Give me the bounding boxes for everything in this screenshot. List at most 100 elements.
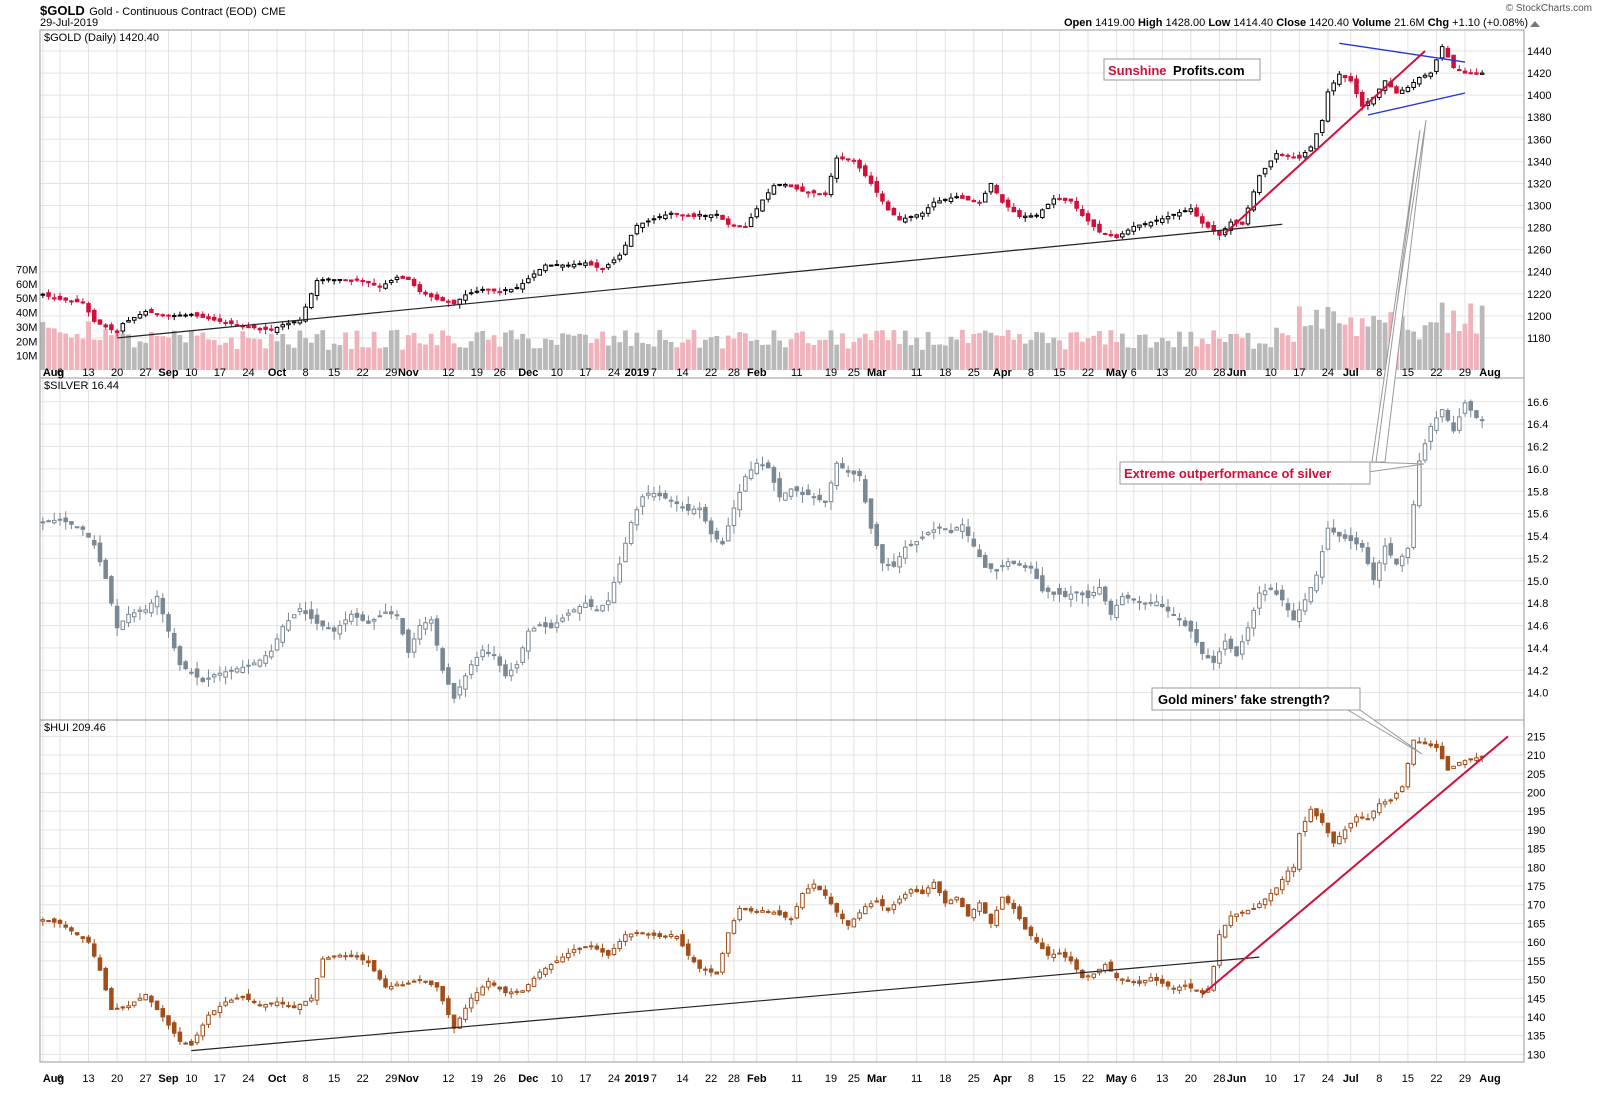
hui-candle-body xyxy=(1182,984,1188,987)
volume-bar xyxy=(777,340,783,370)
volume-bar xyxy=(1228,334,1234,370)
hui-candle-body xyxy=(520,990,525,993)
silver-candle-body xyxy=(1068,593,1074,600)
volume-bar xyxy=(1097,331,1102,370)
volume-bar xyxy=(497,346,503,370)
volume-bar xyxy=(1234,333,1239,370)
volume-bar xyxy=(1376,319,1382,370)
volume-bar xyxy=(308,342,314,370)
y-tick-label: 195 xyxy=(1527,806,1545,818)
silver-candle-body xyxy=(309,609,314,619)
silver-candle-body xyxy=(1308,586,1314,603)
hui-candle-body xyxy=(891,904,897,910)
gold-candle-body xyxy=(594,262,600,268)
hui-candle-body xyxy=(451,1014,457,1029)
gold-candle-body xyxy=(497,291,503,294)
x-tick-label: 22 xyxy=(1430,1073,1442,1085)
x-tick-label: 17 xyxy=(214,1073,226,1085)
silver-candle-body xyxy=(1217,651,1222,664)
volume-bar xyxy=(97,339,103,370)
volume-bar xyxy=(468,341,474,370)
volume-bar xyxy=(634,332,640,370)
gold-candle-body xyxy=(794,184,800,190)
gold-candle-body xyxy=(977,201,982,204)
gold-candle-body xyxy=(600,267,605,271)
x-tick-label: 22 xyxy=(705,1073,717,1085)
hui-candle-body xyxy=(428,980,434,986)
gold-candle-body xyxy=(103,324,108,328)
volume-bar xyxy=(194,335,200,370)
volume-bar xyxy=(908,345,914,370)
hui-candle-body xyxy=(863,906,868,915)
volume-bar xyxy=(1165,340,1171,370)
silver-candle-body xyxy=(566,612,571,616)
volume-bar xyxy=(640,342,645,370)
x-tick-label: 10 xyxy=(1265,367,1277,379)
x-tick-label: 22 xyxy=(1082,367,1094,379)
silver-candle-body xyxy=(411,638,417,653)
silver-candle-body xyxy=(1365,547,1371,564)
silver-candle-body xyxy=(988,563,994,569)
gold-candle-body xyxy=(514,287,520,290)
hui-candle-body xyxy=(474,992,480,1001)
silver-candle-body xyxy=(765,462,771,469)
volume-bar xyxy=(1028,339,1034,370)
gold-candle-body xyxy=(1125,229,1131,235)
gold-candle-body xyxy=(1337,73,1342,85)
volume-bar xyxy=(737,332,743,370)
silver-candle-body xyxy=(583,602,588,608)
hui-candle-body xyxy=(1062,951,1068,958)
hui-candle-body xyxy=(697,959,702,969)
gold-candle-body xyxy=(246,326,251,329)
chart-date: 29-Jul-2019 xyxy=(40,17,99,29)
silver-candle-body xyxy=(1251,609,1256,629)
hui-candle-body xyxy=(680,934,685,947)
silver-candle-body xyxy=(1297,609,1302,623)
gold-candle-body xyxy=(703,214,708,218)
gold-candle-body xyxy=(57,295,63,300)
gold-candle-body xyxy=(834,157,840,179)
gold-candle-body xyxy=(623,244,628,255)
hui-candle-body xyxy=(1411,739,1416,765)
y-tick-label: 1280 xyxy=(1527,223,1551,235)
volume-bar xyxy=(1348,317,1354,370)
silver-candle-body xyxy=(1445,409,1451,421)
silver-candle-body xyxy=(1028,565,1034,569)
silver-candle-body xyxy=(206,677,211,680)
y-tick-label: 1200 xyxy=(1527,311,1551,323)
volume-bar xyxy=(1102,344,1108,370)
silver-candle-body xyxy=(1291,610,1296,621)
hui-candle-body xyxy=(1354,816,1359,823)
gold-candle-body xyxy=(388,280,394,283)
hui-candle-body xyxy=(137,997,143,1001)
silver-candle-body xyxy=(423,622,428,630)
silver-candle-body xyxy=(668,499,674,502)
x-tick-label: 22 xyxy=(1082,1073,1094,1085)
silver-candle-body xyxy=(246,664,251,667)
silver-callout-text: Extreme outperformance of silver xyxy=(1124,466,1331,481)
silver-candle-body xyxy=(674,501,680,505)
gold-candle-body xyxy=(1097,223,1102,233)
hui-candle-body xyxy=(1234,913,1239,918)
hui-candle-body xyxy=(309,997,314,1002)
volume-bar xyxy=(1188,331,1194,370)
exchange: CME xyxy=(261,6,286,18)
volume-bar xyxy=(1405,329,1411,370)
silver-candle-body xyxy=(303,610,308,615)
hui-candle-body xyxy=(1325,822,1331,834)
silver-candle-body xyxy=(651,493,657,498)
silver-candle-body xyxy=(948,529,954,533)
hui-candle-body xyxy=(771,911,777,915)
silver-candle-body xyxy=(834,462,840,486)
x-tick-label: 14 xyxy=(676,1073,688,1085)
volume-bar xyxy=(1199,338,1205,370)
gold-candle-body xyxy=(1165,216,1171,220)
gold-candle-body xyxy=(1022,215,1028,218)
hui-candle-body xyxy=(1274,887,1279,895)
hui-candle-body xyxy=(1217,934,1222,966)
volume-bar xyxy=(360,347,366,370)
y-tick-label: 1340 xyxy=(1527,156,1551,168)
hui-candle-body xyxy=(1262,898,1268,906)
volume-bar xyxy=(1114,341,1120,370)
hui-candle-body xyxy=(1102,964,1108,971)
